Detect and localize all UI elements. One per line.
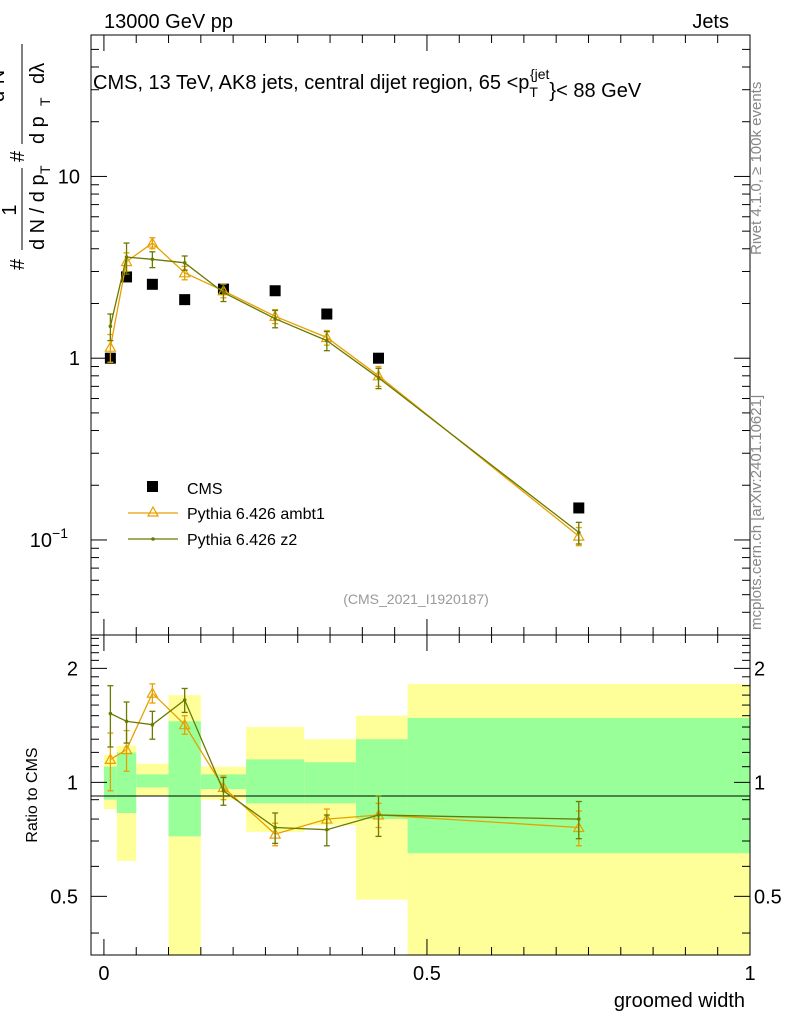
band-inner <box>136 774 169 788</box>
ylabel-dl: dλ <box>27 63 49 84</box>
ambt1-ratio-point <box>104 753 117 764</box>
ratio-panel: 2 2 1 1 0.5 0.5 0 0.5 1 Ratio to CMS groomed wid… <box>24 634 782 1012</box>
ratio-series <box>104 683 585 847</box>
legend-label-cms: CMS <box>187 481 223 498</box>
z2-ratio-point <box>182 698 187 702</box>
ylabel-one: 1 <box>0 204 21 215</box>
ratio-ticks: 2 2 1 1 0.5 0.5 0 0.5 1 <box>50 635 782 985</box>
header-left: 13000 GeV pp <box>104 11 233 33</box>
ylabel-den: d p <box>27 116 49 144</box>
z2-point <box>221 290 226 295</box>
band-inner <box>304 762 356 804</box>
chart-title: CMS, 13 TeV, AK8 jets, central dijet reg… <box>93 66 642 102</box>
svg-text:T: T <box>37 97 53 106</box>
z2-ratio-point <box>150 722 155 727</box>
legend-marker-cms <box>147 481 158 492</box>
watermark: (CMS_2021_I1920187) <box>343 591 489 607</box>
main-ticks: 10 1 10−1 <box>30 34 751 636</box>
z2-ratio-point <box>376 813 381 817</box>
ratio-y-tick-label-right: 1 <box>754 772 765 794</box>
z2-point <box>108 324 113 328</box>
ambt1-point <box>146 236 159 248</box>
z2-point <box>150 257 155 262</box>
y-tick-label: 10 <box>58 166 80 188</box>
legend-marker-z2 <box>151 537 155 541</box>
ratio-ylabel: Ratio to CMS <box>24 747 41 842</box>
x-tick-label: 0.5 <box>413 963 441 985</box>
svg-text:#: # <box>7 150 29 162</box>
main-panel: 10 1 10−1 CMS, 13 TeV, AK8 jets, central d… <box>0 34 751 636</box>
ratio-y-tick-label-right: 0.5 <box>754 886 782 908</box>
header-right: Jets <box>692 11 729 33</box>
ambt1-point <box>178 266 191 278</box>
ambt1-ratio-point <box>178 718 191 730</box>
x-tick-label: 0 <box>98 963 109 985</box>
band-inner <box>355 739 408 820</box>
ratio-y-tick-label-right: 2 <box>754 658 765 680</box>
ylabel-hash: # <box>7 258 29 270</box>
ratio-y-tick-label: 0.5 <box>50 886 78 908</box>
title-sup: {jet <box>530 66 550 82</box>
cms-point <box>373 352 385 364</box>
mcplots-label: mcplots.cern.ch [arXiv:2401.10621] <box>748 395 765 630</box>
ambt1-line <box>109 242 580 537</box>
legend-marker-ambt1 <box>146 505 160 517</box>
ambt1-ratio-point <box>146 686 159 698</box>
cms-point <box>321 308 333 320</box>
cms-point <box>121 271 133 283</box>
cms-point <box>146 278 158 290</box>
band-inner <box>116 752 137 814</box>
ratio-frame <box>90 634 751 956</box>
x-axis-label: groomed width <box>614 990 745 1012</box>
z2-ratio-point <box>325 827 329 832</box>
z2-point <box>124 255 129 259</box>
z2-ratio-point <box>273 825 277 830</box>
ratio-y-tick-label: 1 <box>67 772 78 794</box>
main-series <box>104 236 585 547</box>
x-tick-label: 1 <box>744 963 755 985</box>
y-tick-exponent: −1 <box>52 525 68 541</box>
cms-point <box>179 294 191 306</box>
ambt1-point <box>104 340 117 352</box>
legend: CMS Pythia 6.426 ambt1 Pythia 6.426 z2 <box>128 481 325 549</box>
rivet-label: Rivet 4.1.0, ≥ 100k events <box>748 82 765 255</box>
legend-label-ambt1: Pythia 6.426 ambt1 <box>187 506 325 523</box>
y-tick-label: 10−1 <box>30 525 68 552</box>
band-inner <box>168 721 201 837</box>
cms-point <box>573 502 585 514</box>
cms-point <box>269 285 281 297</box>
ylabel-dn: d N / d p <box>27 174 49 250</box>
svg-text:T: T <box>37 165 53 174</box>
band-inner <box>246 759 305 804</box>
z2-point <box>182 260 187 265</box>
z2-point <box>576 530 581 535</box>
y-axis-label: # 1 d N / d p T # d²N d p T dλ <box>0 44 53 270</box>
z2-ratio-point <box>576 817 581 821</box>
ambt1-ratio-point <box>120 743 133 755</box>
z2-ratio-point <box>221 788 226 793</box>
legend-label-z2: Pythia 6.426 z2 <box>187 532 297 549</box>
z2-point <box>325 338 329 343</box>
z2-point <box>376 376 381 380</box>
ratio-bands <box>103 683 750 955</box>
z2-ratio-point <box>108 711 113 716</box>
y-tick-label: 1 <box>69 348 80 370</box>
z2-ratio-point <box>124 719 129 724</box>
z2-point <box>273 316 277 321</box>
ylabel-num: d²N <box>0 70 9 102</box>
ratio-y-tick-label: 2 <box>67 658 78 680</box>
